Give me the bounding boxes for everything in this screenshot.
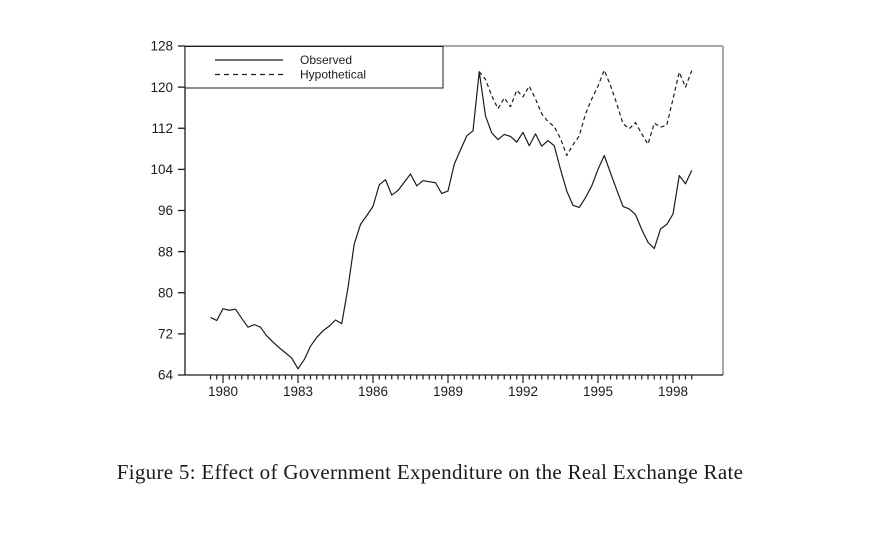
x-tick-label: 1995 [583,384,613,399]
y-tick-label: 128 [150,39,173,54]
x-tick-label: 1998 [658,384,688,399]
axis-ticks: 64 72 80 88 96 104 112 120 128 1980 1983 1986 1989 19… [150,39,693,399]
y-tick-label: 96 [158,203,173,218]
x-tick-label: 1992 [508,384,538,399]
y-tick-label: 72 [158,327,173,342]
x-tick-label: 1989 [433,384,463,399]
y-tick-label: 64 [158,368,174,383]
y-tick-label: 112 [151,121,173,136]
plot-frame [184,45,724,376]
x-tick-label: 1983 [283,384,313,399]
y-tick-label: 88 [158,244,173,259]
y-tick-label: 104 [150,162,173,177]
hypothetical-line [478,69,693,157]
x-tick-label: 1986 [358,384,388,399]
observed-line [210,71,693,370]
legend-box [184,46,444,89]
legend-label-hypothetical: Hypothetical [300,68,366,82]
x-tick-label: 1980 [208,384,238,399]
data-series [210,69,693,370]
figure-caption: Figure 5: Effect of Government Expenditu… [116,460,744,484]
legend-label-observed: Observed [300,53,352,67]
exchange-rate-chart: 64 72 80 88 96 104 112 120 128 1980 1983 1986 1989 19… [150,39,724,399]
y-tick-label: 80 [158,285,173,300]
y-tick-label: 120 [150,80,173,95]
